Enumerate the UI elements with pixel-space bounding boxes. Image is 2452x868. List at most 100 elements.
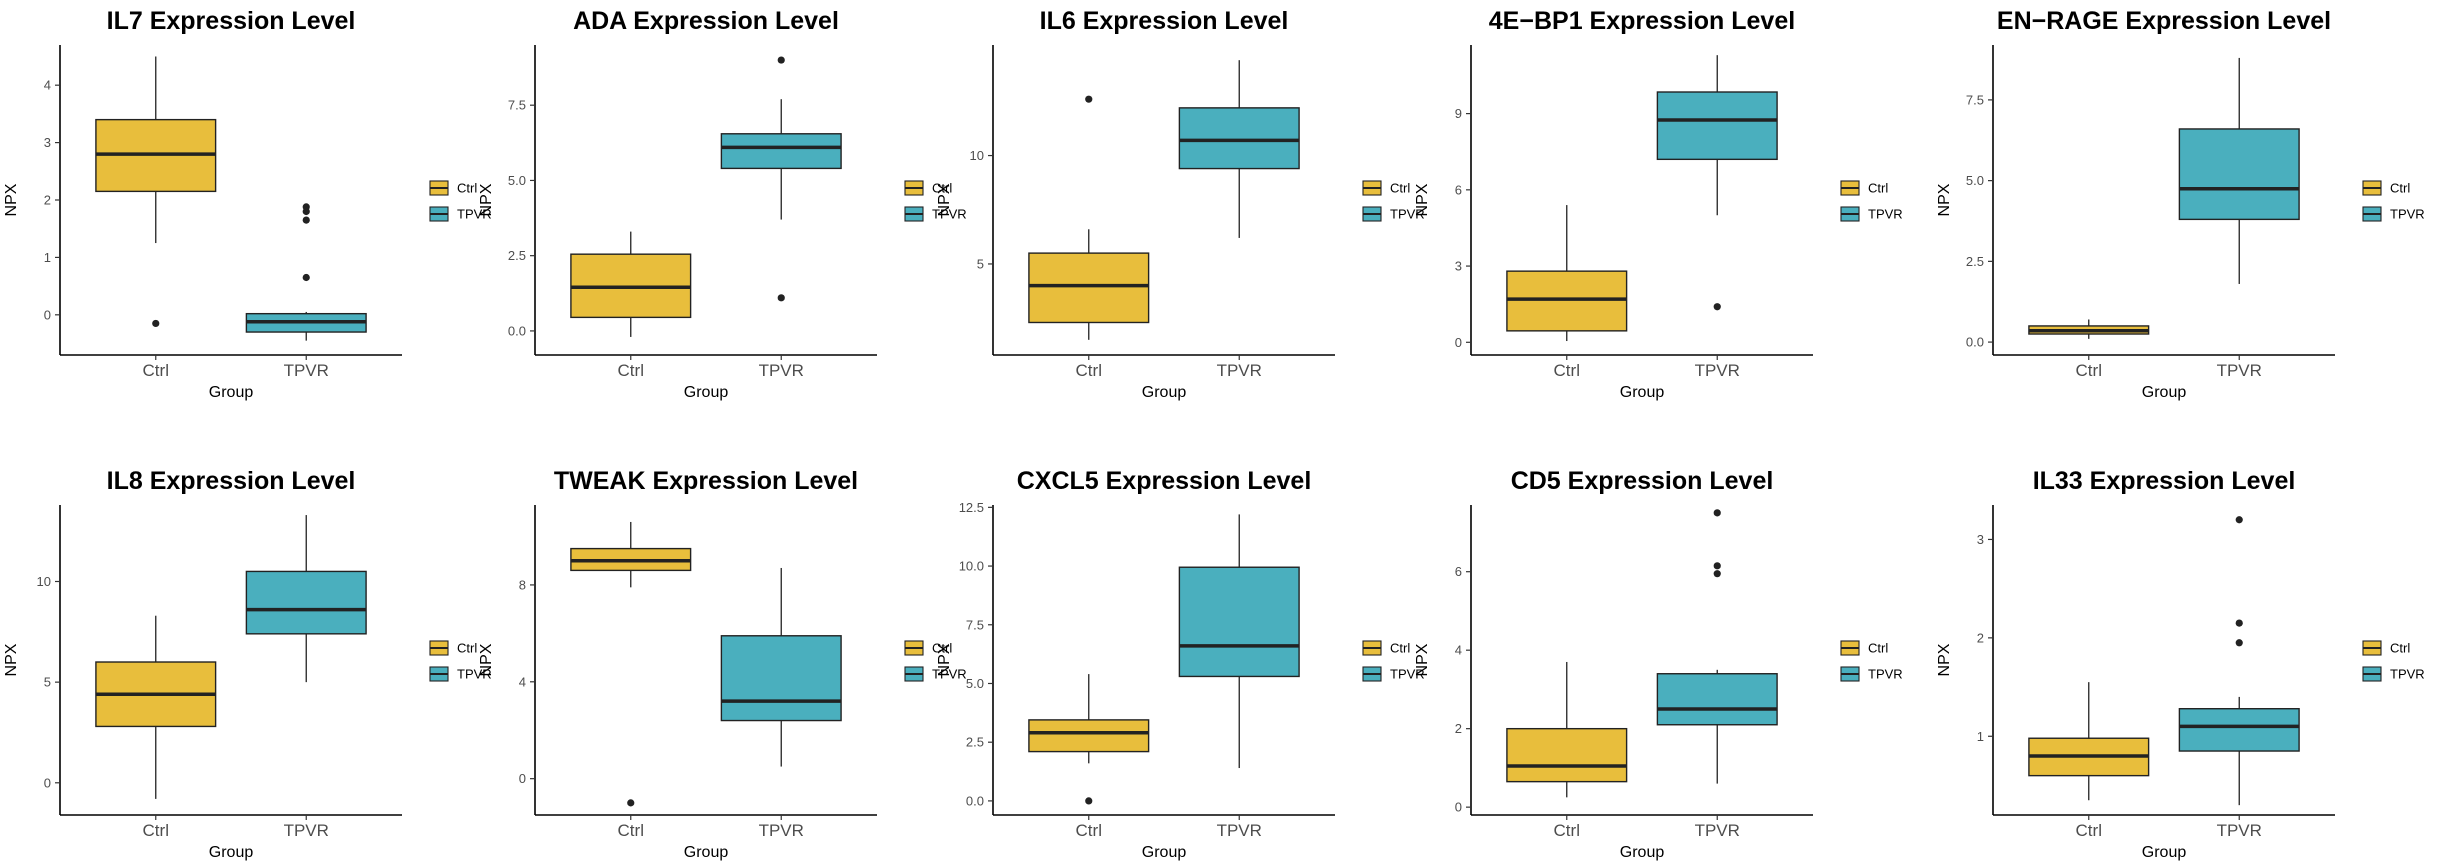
legend-item-ctrl: Ctrl (429, 640, 477, 656)
chart-title: CD5 Expression Level (1511, 467, 1774, 495)
y-tick-label: 7.5 (966, 617, 984, 632)
legend-item-tpvr: TPVR (429, 666, 492, 682)
y-axis-label: NPX (936, 183, 953, 216)
y-tick-label: 5.0 (966, 676, 984, 691)
legend-item-tpvr: TPVR (429, 206, 492, 222)
chart-title: IL8 Expression Level (107, 467, 356, 495)
x-tick-label-tpvr: TPVR (1217, 821, 1262, 840)
iqr-box (1028, 719, 1150, 753)
chart-panel-10: IL33 Expression Level 1 2 3 Ctrl TPVR Group NPX… (1936, 467, 2425, 861)
legend-item-ctrl: Ctrl (1362, 640, 1410, 656)
chart-title: IL6 Expression Level (1040, 7, 1289, 35)
legend-label: Ctrl (1868, 641, 1888, 656)
y-axis-label: NPX (1936, 643, 1953, 676)
x-tick-label-ctrl: Ctrl (1554, 821, 1580, 840)
x-tick-label-tpvr: TPVR (1695, 821, 1740, 840)
legend-label: Ctrl (1390, 641, 1410, 656)
y-axis-label: NPX (936, 643, 953, 676)
box-tpvr (1178, 514, 1300, 769)
chart-panel-8: CXCL5 Expression Level 0.0 2.5 5.0 7.5 10.0 12… (936, 467, 1425, 861)
x-tick-label-ctrl: Ctrl (1076, 361, 1102, 380)
y-tick-label: 8 (519, 577, 526, 592)
legend-label: Ctrl (932, 641, 952, 656)
chart-panel-5: EN−RAGE Expression Level 0.0 2.5 5.0 7.5 Ctrl… (1936, 7, 2425, 401)
y-axis-label: NPX (3, 643, 20, 676)
box-ctrl (2028, 319, 2150, 339)
iqr-box (1178, 566, 1300, 678)
iqr-box (1506, 727, 1628, 783)
x-tick-label-ctrl: Ctrl (143, 361, 169, 380)
chart-panel-7: TWEAK Expression Level 0 4 8 Ctrl TPVR Group NP… (478, 467, 967, 861)
iqr-box (1506, 270, 1628, 332)
legend-label: Ctrl (457, 181, 477, 196)
x-tick-label-tpvr: TPVR (2217, 361, 2262, 380)
y-tick-label: 0.0 (966, 793, 984, 808)
chart-title: EN−RAGE Expression Level (1997, 7, 2331, 35)
y-tick-label: 9 (1455, 106, 1462, 121)
box-ctrl (570, 521, 692, 807)
box-tpvr (245, 515, 367, 683)
y-axis-label: NPX (1414, 183, 1431, 216)
y-tick-label: 4 (1455, 643, 1462, 658)
legend-label: TPVR (1390, 667, 1425, 682)
y-tick-label: 5 (977, 256, 984, 271)
outlier-point (1713, 562, 1721, 570)
x-tick-label-tpvr: TPVR (1695, 361, 1740, 380)
chart-title: IL7 Expression Level (107, 7, 356, 35)
x-tick-label-ctrl: Ctrl (143, 821, 169, 840)
legend-label: TPVR (932, 207, 967, 222)
y-tick-label: 5.0 (1966, 173, 1984, 188)
y-tick-label: 4 (519, 674, 526, 689)
y-tick-label: 3 (44, 135, 51, 150)
legend-label: TPVR (2390, 207, 2425, 222)
legend-item-ctrl: Ctrl (2362, 640, 2410, 656)
legend-item-tpvr: TPVR (1840, 206, 1903, 222)
y-tick-label: 1 (1977, 729, 1984, 744)
legend-label: TPVR (1868, 667, 1903, 682)
iqr-box (1656, 91, 1778, 161)
outlier-point (302, 216, 310, 224)
x-axis-label: Group (684, 384, 729, 401)
y-tick-label: 2 (1977, 630, 1984, 645)
iqr-box (245, 570, 367, 635)
outlier-point (302, 203, 310, 211)
legend-label: Ctrl (2390, 641, 2410, 656)
legend-item-tpvr: TPVR (1362, 206, 1425, 222)
iqr-box (720, 635, 842, 722)
outlier-point (1085, 797, 1093, 805)
box-tpvr (2178, 516, 2300, 806)
y-tick-label: 2.5 (966, 735, 984, 750)
box-ctrl (1506, 661, 1628, 798)
legend-item-ctrl: Ctrl (904, 640, 952, 656)
y-tick-label: 10 (37, 574, 51, 589)
x-tick-label-ctrl: Ctrl (1076, 821, 1102, 840)
y-tick-label: 4 (44, 78, 51, 93)
y-tick-label: 0 (519, 771, 526, 786)
x-tick-label-ctrl: Ctrl (2076, 361, 2102, 380)
x-tick-label-tpvr: TPVR (759, 361, 804, 380)
x-axis-label: Group (1620, 384, 1665, 401)
outlier-point (1713, 509, 1721, 517)
y-tick-label: 2 (44, 193, 51, 208)
y-tick-label: 6 (1455, 564, 1462, 579)
x-axis-label: Group (684, 844, 729, 861)
x-axis-label: Group (2142, 844, 2187, 861)
outlier-point (777, 294, 785, 302)
y-tick-label: 3 (1455, 259, 1462, 274)
y-tick-label: 5.0 (508, 173, 526, 188)
legend-label: Ctrl (1868, 181, 1888, 196)
chart-title: IL33 Expression Level (2033, 467, 2296, 495)
legend-item-tpvr: TPVR (904, 666, 967, 682)
box-tpvr (720, 56, 842, 302)
chart-title: 4E−BP1 Expression Level (1489, 7, 1795, 35)
legend-item-ctrl: Ctrl (904, 180, 952, 196)
x-tick-label-ctrl: Ctrl (618, 361, 644, 380)
iqr-box (720, 133, 842, 170)
y-tick-label: 5 (44, 675, 51, 690)
outlier-point (2235, 516, 2243, 524)
legend-item-ctrl: Ctrl (1840, 180, 1888, 196)
box-ctrl (1506, 205, 1628, 342)
y-axis-label: NPX (478, 183, 495, 216)
legend-item-ctrl: Ctrl (1840, 640, 1888, 656)
chart-panel-4: 4E−BP1 Expression Level 0 3 6 9 Ctrl TPVR Group… (1414, 7, 1903, 401)
